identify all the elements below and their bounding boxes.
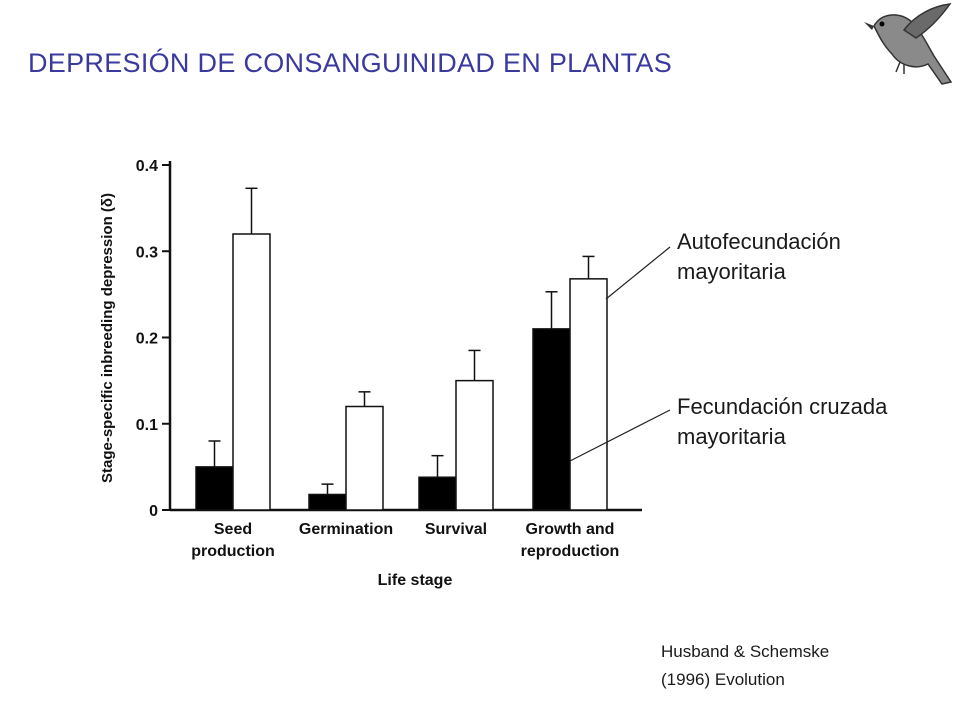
annotation-outcrossing-line2: mayoritaria (677, 424, 786, 449)
annotation-outcrossing-line1: Fecundación cruzada (677, 394, 888, 419)
y-tick-label: 0.4 (136, 158, 158, 175)
y-tick-label: 0 (149, 503, 158, 520)
y-axis-label: Stage-specific inbreeding depression (δ) (99, 193, 116, 483)
x-axis-label: Life stage (378, 572, 453, 589)
annotation-pointer-outcrossing (569, 409, 671, 462)
bar (532, 328, 571, 511)
annotation-selfing-line2: mayoritaria (677, 259, 786, 284)
annotation-pointer-selfing (605, 246, 671, 300)
annotation-selfing: Autofecundación mayoritaria (677, 227, 841, 287)
bar (232, 233, 271, 511)
x-tick-label: Germination (299, 521, 393, 538)
x-tick-label: Survival (425, 521, 487, 538)
annotation-outcrossing: Fecundación cruzada mayoritaria (677, 392, 887, 452)
bar (418, 476, 457, 511)
x-tick-label-line2: production (191, 543, 275, 560)
y-tick-label: 0.2 (136, 331, 158, 348)
bird-icon (864, 3, 953, 85)
bar (308, 493, 347, 511)
annotation-selfing-line1: Autofecundación (677, 229, 841, 254)
citation-line2: (1996) Evolution (661, 670, 785, 689)
bar (569, 278, 608, 511)
y-tick-label: 0.3 (136, 244, 158, 261)
x-tick-label: Seed (214, 521, 252, 538)
x-tick-label-line2: reproduction (521, 543, 620, 560)
y-tick-label: 0.1 (136, 417, 158, 434)
citation: Husband & Schemske (1996) Evolution (661, 638, 829, 694)
citation-line1: Husband & Schemske (661, 642, 830, 661)
bar (195, 466, 234, 511)
bar (455, 379, 494, 511)
slide-title: DEPRESIÓN DE CONSANGUINIDAD EN PLANTAS (28, 48, 673, 78)
x-tick-label: Growth and (526, 521, 615, 538)
bar (345, 405, 384, 511)
